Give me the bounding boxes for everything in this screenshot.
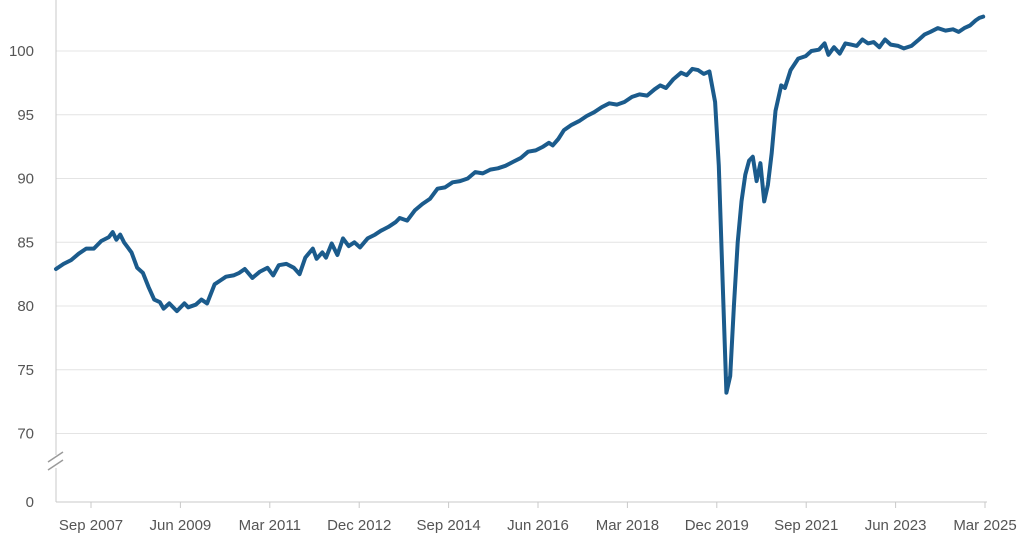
x-tick-label: Mar 2025 [953, 517, 1016, 534]
x-tick-label: Mar 2011 [239, 517, 301, 534]
axis-break-mark [47, 459, 64, 471]
x-tick-label: Sep 2007 [59, 517, 123, 534]
y-tick-label: 80 [17, 298, 34, 315]
y-tick-label-break: 0 [26, 494, 34, 511]
x-tick-label: Sep 2014 [416, 517, 480, 534]
y-tick-label: 70 [17, 426, 34, 443]
y-tick-label: 90 [17, 171, 34, 188]
x-tick-label: Dec 2012 [327, 517, 391, 534]
y-tick-label: 85 [17, 234, 34, 251]
axis-break-icon [47, 451, 64, 471]
gridlines [56, 50, 987, 434]
y-tick-label: 100 [9, 43, 34, 60]
x-tick-label: Mar 2018 [596, 517, 659, 534]
y-tick-labels: 100 95 90 85 80 75 70 0 [9, 43, 34, 511]
series-layer [54, 14, 986, 395]
x-tick-labels: Sep 2007 Jun 2009 Mar 2011 Dec 2012 Sep 2014… [59, 502, 1017, 534]
series-line-0 [54, 14, 986, 395]
x-tick-label: Jun 2023 [865, 517, 927, 534]
x-tick-label: Jun 2009 [150, 517, 212, 534]
x-tick-label: Jun 2016 [507, 517, 569, 534]
y-tick-label: 75 [17, 362, 34, 379]
y-tick-label: 95 [17, 107, 34, 124]
axis-break-mark [47, 451, 64, 463]
x-tick-label: Dec 2019 [685, 517, 749, 534]
x-tick-label: Sep 2021 [774, 517, 838, 534]
axes [47, 0, 987, 503]
